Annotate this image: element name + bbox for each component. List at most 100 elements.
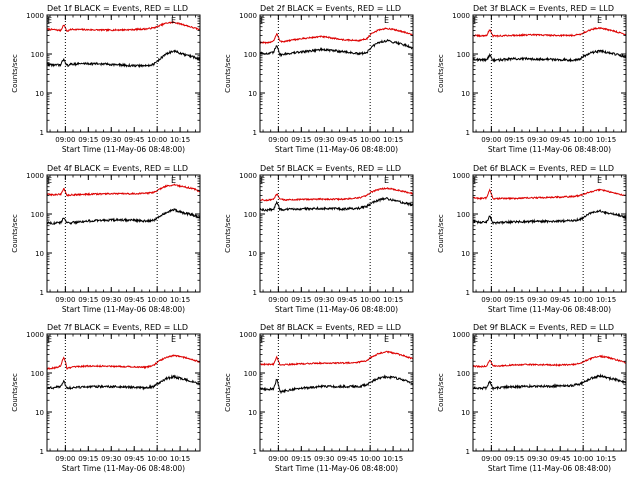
y-tick-label: 1000	[452, 12, 470, 20]
chart-panel: Det 3f BLACK = Events, RED = LLD E E 1 10 100…	[437, 4, 627, 154]
y-tick-label: 1	[253, 289, 257, 297]
chart-title: Det 5f BLACK = Events, RED = LLD	[260, 164, 401, 173]
x-tick-label: 09:00	[55, 455, 75, 463]
x-tick-label: 09:15	[78, 455, 98, 463]
series-line-lld	[473, 26, 626, 38]
chart-title: Det 4f BLACK = Events, RED = LLD	[47, 164, 188, 173]
series-line-lld	[260, 350, 413, 367]
chart-title: Det 2f BLACK = Events, RED = LLD	[260, 4, 401, 13]
chart-title: Det 6f BLACK = Events, RED = LLD	[473, 164, 614, 173]
x-tick-label: 10:00	[360, 136, 380, 144]
x-tick-label: 09:00	[268, 455, 288, 463]
y-tick-label: 1000	[239, 172, 257, 180]
event-marker-label: E	[171, 335, 176, 344]
y-tick-label: 1	[40, 289, 44, 297]
x-axis-label: Start Time (11-May-06 08:48:00)	[62, 305, 185, 314]
x-tick-label: 09:45	[337, 136, 357, 144]
y-tick-label: 10	[461, 90, 470, 98]
x-tick-label: 09:30	[527, 136, 547, 144]
series-line-events	[473, 209, 626, 226]
x-tick-label: 09:00	[55, 296, 75, 304]
event-marker-label: E	[171, 176, 176, 185]
series-line-lld	[47, 21, 200, 33]
x-tick-label: 09:45	[337, 455, 357, 463]
plot-frame	[259, 174, 414, 293]
y-tick-label: 100	[244, 211, 257, 219]
x-tick-label: 09:45	[124, 136, 144, 144]
y-tick-label: 10	[35, 250, 44, 258]
plot-frame	[259, 14, 414, 133]
x-tick-label: 10:15	[383, 136, 403, 144]
series-line-events	[47, 207, 200, 226]
x-tick-label: 09:15	[291, 296, 311, 304]
event-marker-label: E	[597, 335, 602, 344]
chart-panel: Det 1f BLACK = Events, RED = LLD E E 1 10 100…	[11, 4, 201, 154]
y-tick-label: 10	[248, 409, 257, 417]
chart-panel: Det 5f BLACK = Events, RED = LLD E E 1 10 100…	[224, 164, 414, 314]
plot-frame	[46, 174, 201, 293]
x-tick-label: 09:15	[78, 296, 98, 304]
y-axis-label: Counts/sec	[11, 373, 19, 412]
event-marker-label: E	[384, 335, 389, 344]
y-tick-label: 1	[253, 129, 257, 137]
x-axis-label: Start Time (11-May-06 08:48:00)	[62, 145, 185, 154]
x-tick-label: 09:00	[268, 136, 288, 144]
event-marker-label: E	[260, 335, 265, 344]
y-axis-label: Counts/sec	[224, 214, 232, 253]
plot-frame	[259, 333, 414, 452]
y-tick-label: 100	[244, 51, 257, 59]
series-line-lld	[473, 188, 626, 201]
y-tick-label: 10	[461, 409, 470, 417]
chart-panel: Det 7f BLACK = Events, RED = LLD E E 1 10 100…	[11, 323, 201, 473]
series-line-lld	[47, 183, 200, 198]
x-tick-label: 09:45	[550, 455, 570, 463]
x-tick-label: 09:45	[124, 296, 144, 304]
x-tick-label: 10:00	[573, 136, 593, 144]
y-axis-label: Counts/sec	[11, 214, 19, 253]
x-tick-label: 09:15	[78, 136, 98, 144]
x-tick-label: 09:15	[504, 296, 524, 304]
plot-frame	[46, 14, 201, 133]
x-tick-label: 09:15	[504, 136, 524, 144]
x-tick-label: 09:45	[550, 296, 570, 304]
series-line-lld	[47, 354, 200, 371]
x-tick-label: 10:15	[383, 455, 403, 463]
event-marker-label: E	[384, 176, 389, 185]
x-tick-label: 10:00	[573, 296, 593, 304]
y-tick-label: 10	[248, 90, 257, 98]
y-tick-label: 1000	[26, 172, 44, 180]
x-tick-label: 09:00	[481, 455, 501, 463]
event-marker-label: E	[47, 16, 52, 25]
x-axis-label: Start Time (11-May-06 08:48:00)	[275, 464, 398, 473]
y-tick-label: 1	[466, 448, 470, 456]
x-tick-label: 10:15	[170, 296, 190, 304]
x-axis-label: Start Time (11-May-06 08:48:00)	[62, 464, 185, 473]
x-tick-label: 09:00	[481, 296, 501, 304]
x-tick-label: 09:30	[527, 296, 547, 304]
y-tick-label: 1000	[26, 331, 44, 339]
x-tick-label: 09:00	[268, 296, 288, 304]
x-tick-label: 09:15	[291, 136, 311, 144]
y-axis-label: Counts/sec	[224, 54, 232, 93]
y-axis-label: Counts/sec	[11, 54, 19, 93]
x-tick-label: 09:00	[55, 136, 75, 144]
y-tick-label: 100	[31, 370, 44, 378]
y-axis-label: Counts/sec	[224, 373, 232, 412]
x-tick-label: 10:00	[147, 296, 167, 304]
y-axis-label: Counts/sec	[437, 214, 445, 253]
chart-panel: Det 6f BLACK = Events, RED = LLD E E 1 10 100…	[437, 164, 627, 314]
y-tick-label: 100	[457, 51, 470, 59]
chart-panel: Det 4f BLACK = Events, RED = LLD E E 1 10 100…	[11, 164, 201, 314]
x-tick-label: 09:15	[504, 455, 524, 463]
event-marker-label: E	[171, 16, 176, 25]
plot-frame	[472, 174, 627, 293]
x-tick-label: 09:30	[314, 455, 334, 463]
x-axis-label: Start Time (11-May-06 08:48:00)	[488, 305, 611, 314]
x-tick-label: 09:45	[124, 455, 144, 463]
y-tick-label: 100	[457, 370, 470, 378]
y-tick-label: 1000	[239, 12, 257, 20]
x-tick-label: 10:00	[573, 455, 593, 463]
series-line-lld	[473, 354, 626, 369]
x-tick-label: 09:30	[314, 136, 334, 144]
x-tick-label: 09:45	[550, 136, 570, 144]
